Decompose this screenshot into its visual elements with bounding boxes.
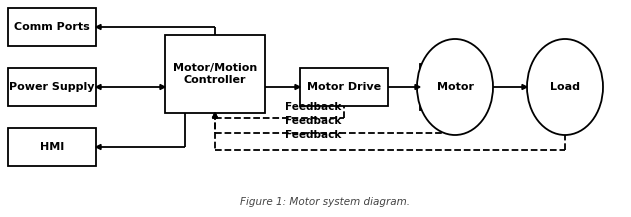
Text: Motor Drive: Motor Drive [307, 82, 381, 92]
Polygon shape [213, 113, 218, 118]
Bar [165, 35, 265, 113]
Ellipse shape [527, 39, 603, 135]
Text: Motor: Motor [437, 82, 473, 92]
Text: Comm Ports: Comm Ports [14, 22, 90, 32]
Bar [8, 68, 96, 106]
Ellipse shape [417, 39, 493, 135]
Text: Motor/Motion
Controller: Motor/Motion Controller [173, 63, 257, 85]
Bar [8, 128, 96, 166]
Text: Feedback: Feedback [285, 102, 341, 112]
Text: HMI: HMI [40, 142, 64, 152]
Polygon shape [522, 84, 527, 89]
Text: Power Supply: Power Supply [9, 82, 95, 92]
Polygon shape [213, 113, 218, 118]
Text: Feedback: Feedback [285, 130, 341, 140]
Text: Figure 1: Motor system diagram.: Figure 1: Motor system diagram. [240, 197, 410, 207]
Text: Load: Load [550, 82, 580, 92]
Bar [420, 64, 438, 110]
Polygon shape [96, 25, 101, 30]
Polygon shape [160, 84, 165, 89]
Polygon shape [96, 84, 101, 89]
Polygon shape [213, 113, 218, 118]
Polygon shape [295, 84, 300, 89]
Text: Feedback: Feedback [285, 116, 341, 126]
Polygon shape [415, 84, 420, 89]
Bar [300, 68, 388, 106]
Bar [8, 8, 96, 46]
Polygon shape [96, 145, 101, 150]
